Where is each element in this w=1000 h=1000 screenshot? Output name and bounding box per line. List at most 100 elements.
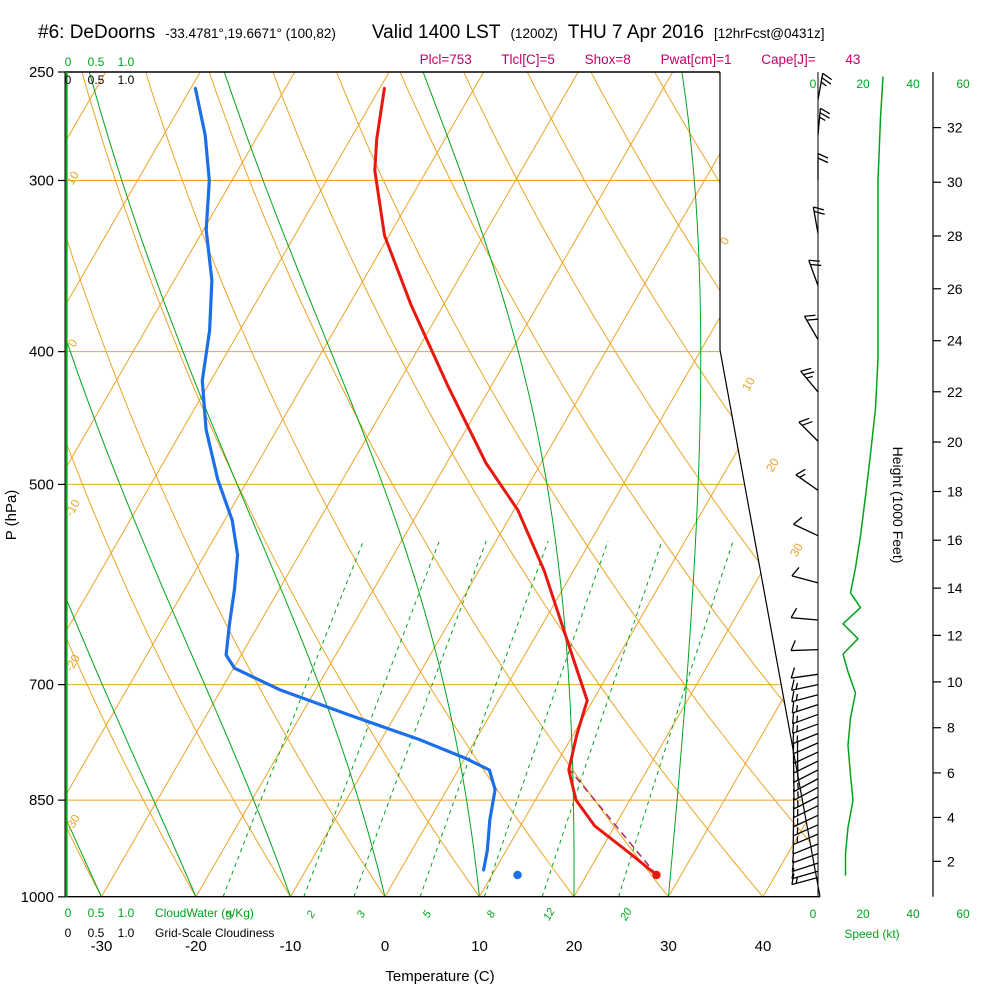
wind-barb (808, 259, 822, 286)
speed-tick-label: 60 (956, 907, 970, 921)
pressure-tick-label: 850 (29, 792, 54, 809)
wind-barb (800, 367, 819, 393)
wind-barb (792, 769, 819, 783)
wind-barb (790, 667, 819, 679)
speed-tick-label: 40 (906, 77, 920, 91)
speed-tick-label: 20 (856, 907, 870, 921)
wind-barb (793, 516, 819, 537)
wind-barb (791, 860, 819, 873)
surface-dewpoint-dot (513, 870, 522, 880)
axis-text: 1 2 3 5 8 12 20100-10-20-300102030250300400500… (3, 55, 906, 985)
isotherm-right-label: 20 (763, 455, 782, 474)
height-tick-label: 20 (947, 434, 963, 450)
wind-barb (791, 867, 819, 880)
parcel-path-line (568, 767, 658, 876)
wind-barb (791, 702, 819, 714)
temperature-tick-label: -20 (185, 938, 207, 955)
pressure-tick-label: 400 (29, 344, 54, 361)
cloud-scale-label: 1.0 (118, 926, 135, 940)
temperature-curve (373, 86, 658, 877)
height-tick-label: 30 (947, 174, 963, 190)
surface-temperature-dot (652, 870, 661, 880)
isotherm-right-label: 10 (739, 374, 758, 393)
cloud-scale-label: 0.5 (88, 906, 105, 920)
temperature-tick-label: 40 (755, 938, 772, 955)
speed-tick-label: 20 (856, 77, 870, 91)
sounding-curves (193, 86, 661, 880)
cloud-scale-label: 0.5 (88, 73, 105, 87)
temperature-tick-label: -30 (91, 938, 113, 955)
speed-tick-label: 60 (956, 77, 970, 91)
wind-panel: 2468101214161820222426283032002020404060… (790, 72, 970, 941)
height-tick-label: 22 (947, 384, 963, 400)
mixing-ratio-label: 3 (355, 908, 369, 920)
cloudwater-axis-title: CloudWater (g/Kg) (155, 906, 254, 920)
pressure-axis-title: P (hPa) (3, 490, 20, 541)
height-tick-label: 16 (947, 532, 963, 548)
mixing-ratio-label: 1 (224, 909, 237, 920)
wind-barb (791, 851, 819, 864)
cloud-scale-label: 1.0 (118, 73, 135, 87)
wind-barb (792, 833, 819, 846)
height-tick-label: 12 (947, 627, 963, 643)
cloud-scale-label: 0.5 (88, 55, 105, 69)
mixing-ratio-label: 8 (485, 908, 499, 920)
station-name: #6: DeDoorns (38, 22, 156, 43)
pressure-tick-label: 1000 (21, 889, 54, 906)
mixing-ratio-label: 2 (304, 909, 318, 921)
temperature-tick-label: 30 (660, 938, 677, 955)
chart-title: #6: DeDoorns -33.4781°,19.6671° (100,82)… (38, 22, 978, 44)
cloud-scale-label: 1.0 (118, 55, 135, 69)
mixing-ratio-label: 5 (421, 908, 435, 920)
pressure-tick-label: 700 (29, 677, 54, 694)
height-tick-label: 2 (947, 853, 955, 869)
cloud-scale-label: 0.5 (88, 926, 105, 940)
wind-barb (798, 417, 819, 442)
mixing-ratio-label: 12 (541, 906, 558, 923)
temperature-tick-label: 10 (471, 938, 488, 955)
pressure-tick-label: 250 (29, 64, 54, 81)
cloudiness-axis-title: Grid-Scale Cloudiness (155, 926, 274, 940)
wind-barb (790, 679, 819, 691)
wind-barb (792, 805, 819, 819)
height-tick-label: 24 (947, 333, 963, 349)
height-tick-label: 8 (947, 720, 955, 736)
temperature-axis-title: Temperature (C) (385, 968, 494, 985)
wind-barb (791, 690, 819, 703)
speed-tick-label: 0 (810, 77, 817, 91)
speed-tick-label: 40 (906, 907, 920, 921)
forecast-tag: [12hrFcst@0431z] (713, 26, 825, 41)
plot-frame (64, 71, 821, 898)
height-tick-label: 32 (947, 120, 963, 136)
isotherm-right-label: 30 (787, 540, 806, 559)
wind-barb (791, 567, 819, 584)
cloud-scale-label: 0 (65, 73, 72, 87)
wind-barb (790, 607, 819, 621)
wind-barb (790, 640, 819, 652)
valid-date: THU 7 Apr 2016 (567, 22, 704, 43)
dewpoint-curve (193, 86, 497, 872)
valid-time: Valid 1400 LST (371, 22, 501, 43)
speed-tick-label: 0 (810, 907, 817, 921)
dry-adiabat-label: 10 (63, 168, 82, 187)
height-tick-label: 4 (947, 809, 955, 825)
height-tick-label: 14 (947, 580, 963, 596)
wind-barb (791, 722, 819, 734)
cloud-scale-label: 0 (65, 926, 72, 940)
height-tick-label: 6 (947, 765, 955, 781)
pressure-tick-label: 500 (29, 476, 54, 493)
wind-barb (791, 712, 819, 725)
height-tick-label: 28 (947, 228, 963, 244)
wind-barb (817, 72, 833, 101)
speed-axis-title: Speed (kt) (844, 927, 899, 941)
station-coords: -33.4781°,19.6671° (100,82) (165, 26, 336, 41)
isotherm-right-label: 0 (717, 234, 733, 247)
mixing-ratio-label: 20 (618, 905, 635, 923)
wind-speed-profile (842, 76, 884, 876)
cloud-scale-label: 0 (65, 55, 72, 69)
cloud-scale-label: 1.0 (118, 906, 135, 920)
wind-barb (795, 468, 819, 491)
wind-barb (812, 206, 825, 234)
